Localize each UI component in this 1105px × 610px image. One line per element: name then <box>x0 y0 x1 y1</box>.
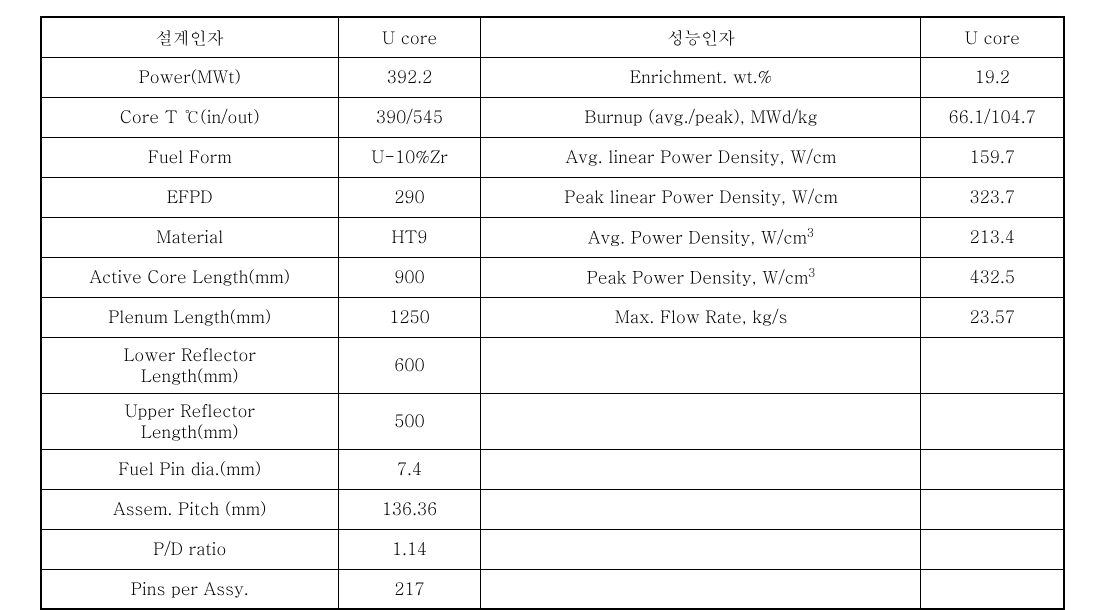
core-table-body: 설계인자U core성능인자U corePower(MWt)392.2Enric… <box>41 17 1064 609</box>
cell-u_core_a: U-10%Zr <box>338 137 481 177</box>
cell-design_param: Active Core Length(mm) <box>41 257 338 297</box>
cell-design_param: Assem. Pitch (mm) <box>41 489 338 529</box>
cell-design_param: Core T ℃(in/out) <box>41 97 338 137</box>
cell-u_core_a: 390/545 <box>338 97 481 137</box>
cell-design_param: Upper ReflectorLength(mm) <box>41 393 338 449</box>
cell-perf_param: Enrichment. wt.% <box>481 57 921 97</box>
core-parameters-table: 설계인자U core성능인자U corePower(MWt)392.2Enric… <box>40 16 1065 610</box>
cell-perf_param <box>481 393 921 449</box>
column-header-u_core_a: U core <box>338 17 481 57</box>
cell-u_core_a: 290 <box>338 177 481 217</box>
column-header-design_param: 설계인자 <box>41 17 338 57</box>
cell-u_core_b: 213.4 <box>921 217 1064 257</box>
table-row: Fuel FormU-10%ZrAvg. linear Power Densit… <box>41 137 1064 177</box>
cell-u_core_b <box>921 449 1064 489</box>
cell-u_core_a: HT9 <box>338 217 481 257</box>
cell-design_param: Power(MWt) <box>41 57 338 97</box>
table-row: Core T ℃(in/out)390/545Burnup (avg./peak… <box>41 97 1064 137</box>
cell-design_param: Lower ReflectorLength(mm) <box>41 337 338 393</box>
cell-perf_param <box>481 489 921 529</box>
table-row: P/D ratio1.14 <box>41 529 1064 569</box>
table-row: Power(MWt)392.2Enrichment. wt.%19.2 <box>41 57 1064 97</box>
cell-perf_param: Peak Power Density, W/cm3 <box>481 257 921 297</box>
cell-perf_param: Peak linear Power Density, W/cm <box>481 177 921 217</box>
cell-perf_param: Burnup (avg./peak), MWd/kg <box>481 97 921 137</box>
cell-u_core_a: 217 <box>338 569 481 609</box>
cell-u_core_b <box>921 337 1064 393</box>
cell-u_core_a: 1250 <box>338 297 481 337</box>
cell-u_core_b: 432.5 <box>921 257 1064 297</box>
cell-u_core_a: 500 <box>338 393 481 449</box>
cell-u_core_b: 19.2 <box>921 57 1064 97</box>
table-row: Assem. Pitch (mm)136.36 <box>41 489 1064 529</box>
cell-perf_param: Avg. Power Density, W/cm3 <box>481 217 921 257</box>
cell-perf_param <box>481 449 921 489</box>
cell-perf_param <box>481 569 921 609</box>
cell-perf_param <box>481 529 921 569</box>
cell-perf_param <box>481 337 921 393</box>
cell-design_param: Plenum Length(mm) <box>41 297 338 337</box>
cell-design_param: EFPD <box>41 177 338 217</box>
cell-u_core_a: 1.14 <box>338 529 481 569</box>
cell-u_core_b: 323.7 <box>921 177 1064 217</box>
cell-design_param: Material <box>41 217 338 257</box>
cell-u_core_a: 7.4 <box>338 449 481 489</box>
column-header-perf_param: 성능인자 <box>481 17 921 57</box>
cell-design_param: P/D ratio <box>41 529 338 569</box>
cell-design_param: Pins per Assy. <box>41 569 338 609</box>
table-row: Upper ReflectorLength(mm)500 <box>41 393 1064 449</box>
cell-u_core_a: 136.36 <box>338 489 481 529</box>
cell-u_core_a: 900 <box>338 257 481 297</box>
cell-u_core_a: 392.2 <box>338 57 481 97</box>
table-row: Plenum Length(mm)1250Max. Flow Rate, kg/… <box>41 297 1064 337</box>
cell-u_core_b: 66.1/104.7 <box>921 97 1064 137</box>
cell-design_param: Fuel Form <box>41 137 338 177</box>
table-row: Fuel Pin dia.(mm)7.4 <box>41 449 1064 489</box>
cell-u_core_b <box>921 393 1064 449</box>
table-row: Active Core Length(mm)900Peak Power Dens… <box>41 257 1064 297</box>
cell-u_core_b <box>921 529 1064 569</box>
table-row: MaterialHT9Avg. Power Density, W/cm3213.… <box>41 217 1064 257</box>
table-row: EFPD290Peak linear Power Density, W/cm32… <box>41 177 1064 217</box>
table-row: Pins per Assy.217 <box>41 569 1064 609</box>
cell-u_core_a: 600 <box>338 337 481 393</box>
cell-perf_param: Max. Flow Rate, kg/s <box>481 297 921 337</box>
cell-u_core_b: 23.57 <box>921 297 1064 337</box>
table-row: Lower ReflectorLength(mm)600 <box>41 337 1064 393</box>
cell-u_core_b <box>921 569 1064 609</box>
column-header-u_core_b: U core <box>921 17 1064 57</box>
cell-perf_param: Avg. linear Power Density, W/cm <box>481 137 921 177</box>
cell-design_param: Fuel Pin dia.(mm) <box>41 449 338 489</box>
cell-u_core_b <box>921 489 1064 529</box>
cell-u_core_b: 159.7 <box>921 137 1064 177</box>
